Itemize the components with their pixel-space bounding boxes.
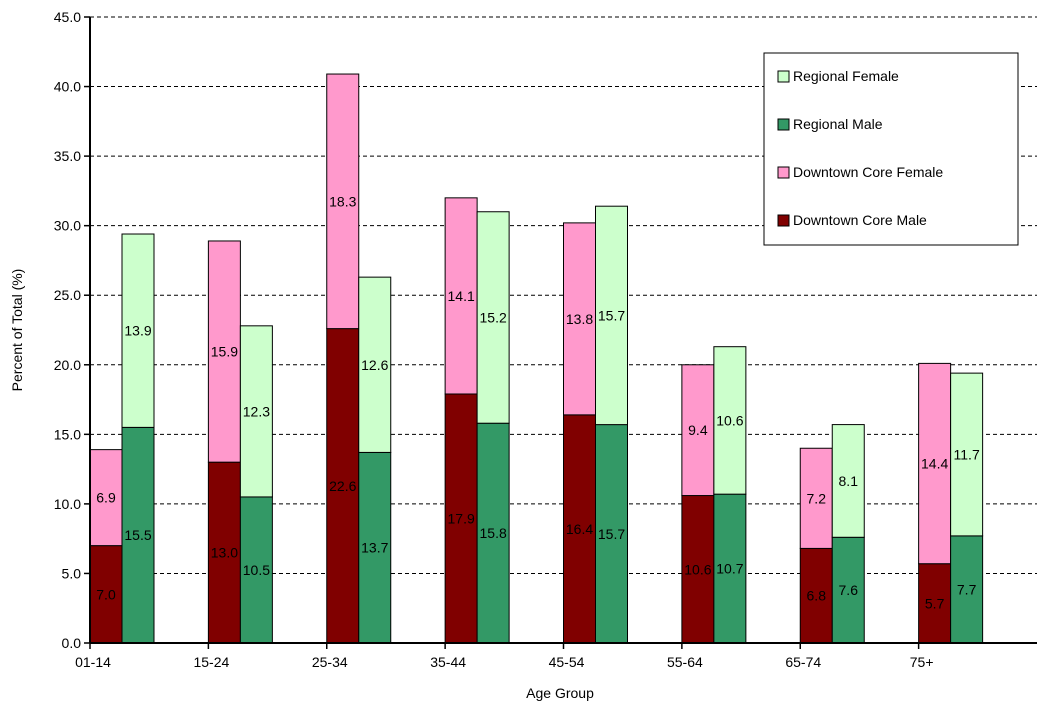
- data-label: 12.6: [361, 357, 388, 373]
- legend-label: Regional Male: [793, 116, 883, 132]
- data-label: 13.9: [124, 323, 151, 339]
- bar-segment: [950, 535, 984, 644]
- bar-segment: [444, 393, 478, 644]
- bar-segment: [681, 364, 715, 497]
- bar-segment: [121, 426, 155, 644]
- axes-layer: 0.0 5.0 10.0 15.0 20.0 25.0 30.0 35.0 40.0 45.0 01…: [54, 9, 1037, 670]
- bar-segment: [239, 325, 273, 498]
- bar-segment: [121, 233, 155, 428]
- bar-segment: [444, 197, 478, 395]
- data-label: 15.8: [480, 525, 507, 541]
- data-label: 7.2: [807, 490, 827, 506]
- data-label: 18.3: [329, 193, 356, 209]
- data-label: 15.9: [211, 344, 238, 360]
- bar-segment: [563, 222, 596, 416]
- data-label: 8.1: [839, 473, 859, 489]
- bar-segment: [831, 424, 865, 538]
- data-label: 15.2: [480, 309, 507, 325]
- data-label: 10.6: [716, 412, 743, 428]
- x-tick-label: 15-24: [193, 654, 229, 670]
- data-label: 13.0: [211, 545, 238, 561]
- data-label: 10.7: [716, 561, 743, 577]
- data-label: 10.5: [243, 562, 270, 578]
- y-axis-title: Percent of Total (%): [9, 269, 25, 392]
- data-label: 14.1: [448, 288, 475, 304]
- bar-segment: [89, 449, 123, 547]
- data-label: 6.8: [807, 588, 827, 604]
- bar-segment: [326, 73, 360, 330]
- x-axis-title: Age Group: [526, 685, 594, 701]
- y-tick-label: 10.0: [54, 496, 81, 512]
- data-label: 5.7: [925, 595, 945, 611]
- bar-segment: [918, 563, 952, 644]
- data-label: 15.7: [598, 526, 625, 542]
- legend-label: Regional Female: [793, 68, 899, 84]
- data-label: 14.4: [921, 456, 948, 472]
- bar-segment: [595, 205, 628, 426]
- x-tick-label: 65-74: [785, 654, 821, 670]
- labels-layer: 7.0 6.9 15.5 13.9 13.0 15.9 10.5 12.3 22.6 18.3 13…: [96, 193, 980, 611]
- data-label: 7.6: [839, 582, 859, 598]
- y-tick-label: 30.0: [54, 218, 81, 234]
- y-tick-label: 5.0: [62, 565, 82, 581]
- data-label: 13.8: [566, 311, 593, 327]
- bar-segment: [207, 240, 241, 463]
- bar-segment: [326, 328, 360, 644]
- bar-segment: [918, 362, 952, 565]
- bars-layer: [89, 73, 984, 644]
- data-label: 17.9: [448, 510, 475, 526]
- legend: Regional Female Regional Male Downtown Cor…: [763, 52, 1019, 246]
- legend-swatch: [777, 166, 790, 179]
- data-label: 13.7: [361, 540, 388, 556]
- legend-swatch: [777, 70, 790, 83]
- bar-segment: [950, 372, 984, 537]
- data-label: 7.0: [96, 586, 116, 602]
- data-label: 11.7: [954, 447, 980, 463]
- legend-swatch: [777, 118, 790, 131]
- y-tick-label: 35.0: [54, 148, 81, 164]
- x-tick-label: 55-64: [667, 654, 703, 670]
- data-label: 15.5: [124, 527, 151, 543]
- y-tick-label: 25.0: [54, 287, 81, 303]
- data-label: 9.4: [688, 422, 708, 438]
- x-tick-label: 25-34: [312, 654, 348, 670]
- legend-swatch: [777, 214, 790, 227]
- data-label: 10.6: [684, 561, 711, 577]
- bar-segment: [89, 545, 123, 644]
- legend-box: [763, 52, 1019, 246]
- data-label: 16.4: [566, 521, 593, 537]
- legend-label: Downtown Core Female: [793, 164, 943, 180]
- y-tick-label: 15.0: [54, 426, 81, 442]
- data-label: 7.7: [957, 581, 977, 597]
- y-tick-label: 0.0: [62, 635, 82, 651]
- x-tick-label: 01-14: [75, 654, 111, 670]
- bar-segment: [476, 211, 510, 424]
- data-label: 22.6: [329, 478, 356, 494]
- bar-segment: [595, 424, 628, 644]
- legend-label: Downtown Core Male: [793, 212, 927, 228]
- y-tick-label: 45.0: [54, 9, 81, 25]
- x-tick-label: 75+: [910, 654, 934, 670]
- bar-segment: [713, 346, 747, 495]
- data-label: 12.3: [243, 403, 270, 419]
- x-tick-label: 35-44: [430, 654, 466, 670]
- y-tick-label: 40.0: [54, 79, 81, 95]
- bar-segment: [358, 276, 392, 453]
- bar-segment: [563, 414, 596, 644]
- data-label: 6.9: [96, 490, 116, 506]
- bar-segment: [476, 422, 510, 644]
- y-tick-label: 20.0: [54, 357, 81, 373]
- data-label: 15.7: [598, 307, 625, 323]
- bar-segment: [239, 496, 273, 644]
- x-tick-label: 45-54: [549, 654, 585, 670]
- bar-segment: [799, 447, 833, 549]
